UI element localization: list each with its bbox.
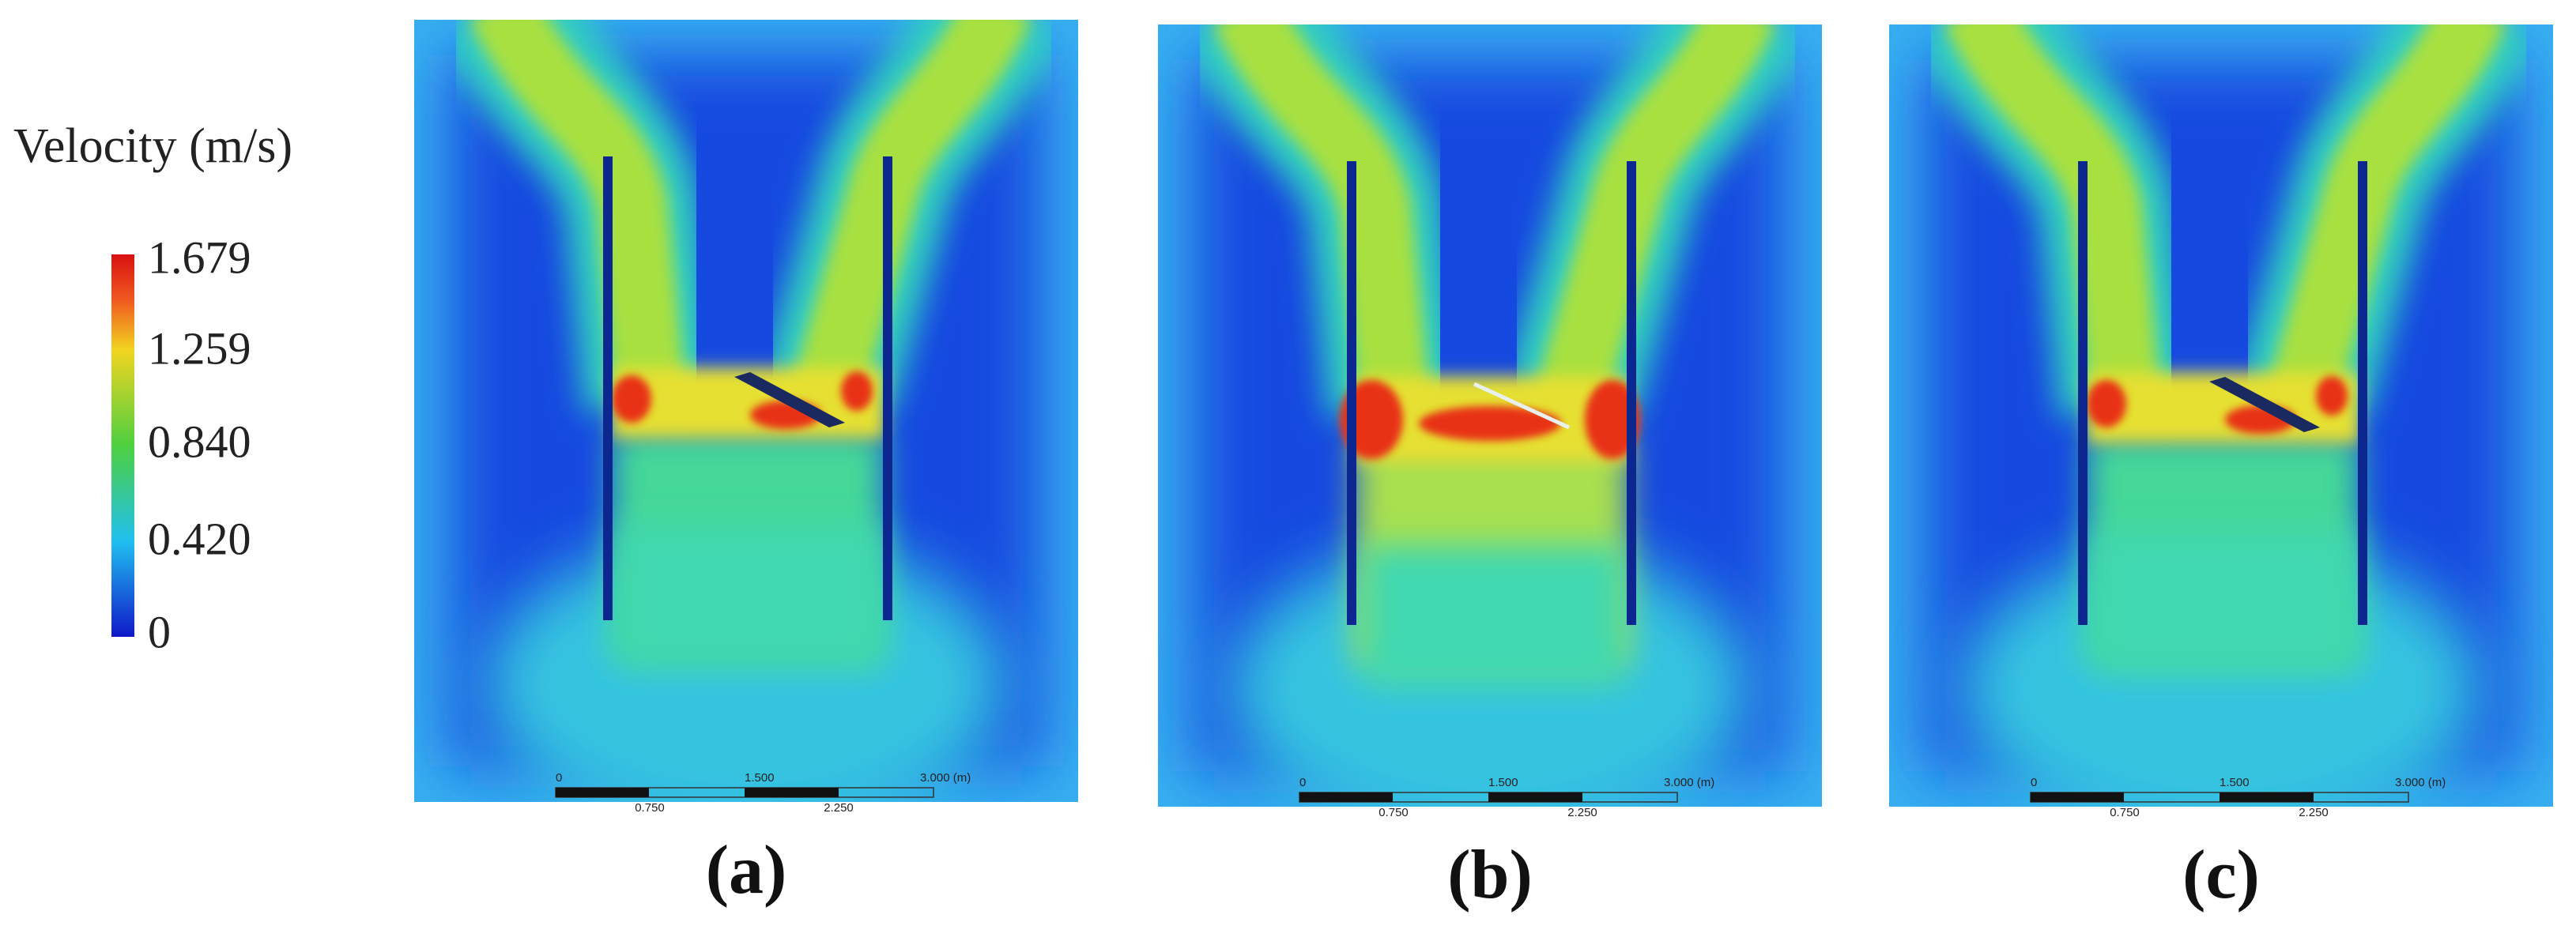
scale-label: 0.750 xyxy=(2110,806,2140,819)
jet-core xyxy=(1213,24,1431,416)
scale-label: 3.000 (m) xyxy=(1664,776,1714,789)
scale-bar-segment xyxy=(556,788,649,797)
scale-label: 0 xyxy=(556,771,562,785)
plate xyxy=(1473,382,1571,430)
contour-panel: 0 1.500 3.000 (m) 0.750 2.250 (b) xyxy=(1158,24,1822,913)
scale-label: 3.000 (m) xyxy=(2395,776,2446,789)
scale-bar-segment xyxy=(2220,792,2314,802)
contour-field xyxy=(1158,24,1822,807)
contour-field xyxy=(414,20,1078,802)
scale-label: 1.500 xyxy=(745,771,775,785)
jet-core xyxy=(469,20,687,411)
scale-bar-segment xyxy=(1299,792,1393,802)
legend-tick-label: 0 xyxy=(148,606,171,657)
scale-label: 1.500 xyxy=(2220,776,2250,789)
high-spot xyxy=(1419,406,1561,441)
panel-label: (c) xyxy=(2182,837,2260,913)
panels: 0 1.500 3.000 (m) 0.750 2.250 (a) 0 1.500 3.000 … xyxy=(414,20,2553,913)
scale-label: 0 xyxy=(2031,776,2037,789)
field-center-low xyxy=(620,525,881,668)
legend-title: Velocity (m/s) xyxy=(13,119,292,173)
scale-label: 0.750 xyxy=(635,801,665,815)
scale-bar-segment xyxy=(2031,792,2124,802)
legend-tick-label: 1.679 xyxy=(148,232,251,283)
high-spot xyxy=(841,371,873,411)
field-center-low xyxy=(1363,546,1624,688)
high-spot xyxy=(2316,376,2348,416)
scale-label: 2.250 xyxy=(1567,806,1597,819)
scale-label: 1.500 xyxy=(1488,776,1518,789)
plate xyxy=(734,372,845,427)
field-center-low xyxy=(2095,530,2355,672)
scale-label: 0 xyxy=(1299,776,1306,789)
legend-tick-label: 1.259 xyxy=(148,322,251,374)
plate xyxy=(2209,377,2320,432)
scale-bar-segment xyxy=(1488,792,1582,802)
legend-tick-label: 0.840 xyxy=(148,416,251,467)
contour-field xyxy=(1889,24,2553,807)
scale-label: 2.250 xyxy=(824,801,854,815)
panel-label: (a) xyxy=(706,832,787,909)
color-bar xyxy=(111,254,134,637)
panel-label: (b) xyxy=(1447,837,1533,913)
contour-panel: 0 1.500 3.000 (m) 0.750 2.250 (c) xyxy=(1889,24,2553,913)
scale-label: 3.000 (m) xyxy=(920,771,971,785)
scale-label: 2.250 xyxy=(2299,806,2329,819)
jet-core xyxy=(1944,24,2162,416)
scale-bar-segment xyxy=(745,788,839,797)
legend-tick-label: 0.420 xyxy=(148,513,251,564)
contour-panel: 0 1.500 3.000 (m) 0.750 2.250 (a) xyxy=(414,20,1078,909)
scale-label: 0.750 xyxy=(1379,806,1409,819)
